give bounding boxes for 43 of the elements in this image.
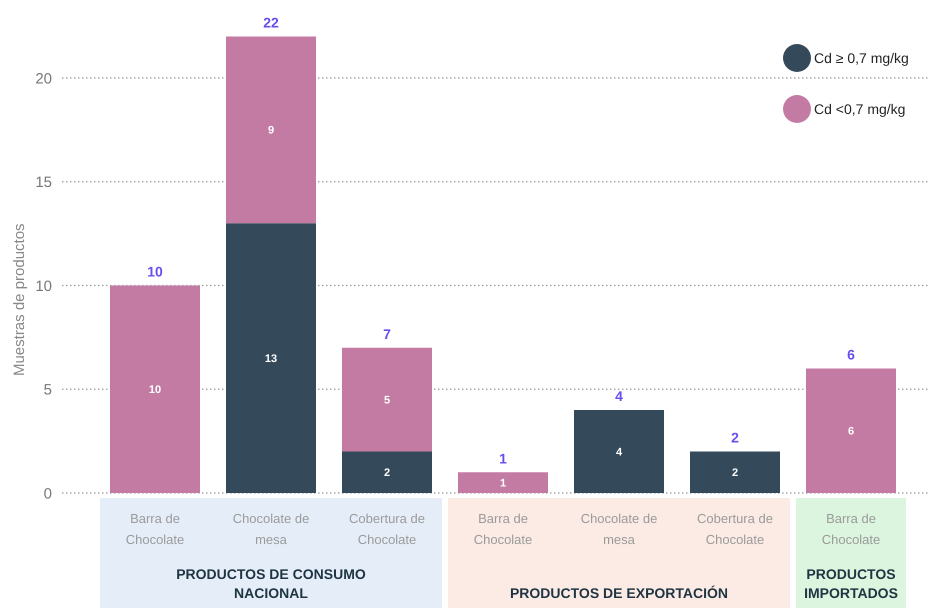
y-tick-label: 15 [35,174,52,191]
data-label: 4 [616,446,623,458]
bar [110,286,200,493]
y-tick-label: 20 [35,70,52,88]
y-tick-label: 0 [44,485,52,502]
total-label: 22 [263,14,279,30]
x-tick-label: Barra de Chocolate [126,511,184,547]
bar [226,36,316,224]
total-label: 2 [731,430,740,446]
total-label: 7 [383,326,392,342]
bar [226,223,316,493]
x-tick-label: Chocolate de mesa [580,511,658,547]
total-label: 6 [847,346,856,362]
data-label: 2 [732,467,738,480]
legend-label: Cd ≥ 0,7 mg/kg [814,50,909,66]
text: PRODUCTOS DE EXPORTACIÓN [510,585,728,601]
data-label: 6 [848,426,854,438]
bar [806,368,896,493]
y-tick-label: 10 [35,278,52,295]
total-label: 10 [147,264,163,280]
data-label: 1 [500,477,506,490]
bar [574,410,664,493]
y-tick-label: 5 [44,382,52,398]
x-tick-label: Barra de Chocolate [822,511,880,547]
data-label: 9 [268,124,274,137]
text: PRODUCTOS DE CONSUMO NACIONAL [176,566,366,601]
y-axis-title: Muestras de productos [11,223,28,376]
legend-label: Cd <0,7 mg/kg [814,100,906,117]
data-label: 13 [264,352,278,365]
text: PRODUCTOS IMPORTADOS [804,566,898,601]
bar [690,452,780,493]
x-tick-label: Chocolate de mesa [232,511,310,547]
x-tick-label: Barra de Chocolate [474,511,532,547]
data-label: 5 [384,394,390,406]
total-label: 4 [615,388,624,404]
x-tick-label: Cobertura de Chocolate [697,511,773,547]
data-label: 10 [148,384,162,396]
x-tick-label: Cobertura de Chocolate [349,511,425,547]
bar [458,472,548,493]
bar [342,452,432,493]
data-label: 2 [384,467,390,480]
total-label: 1 [499,450,508,466]
bar [342,348,432,452]
